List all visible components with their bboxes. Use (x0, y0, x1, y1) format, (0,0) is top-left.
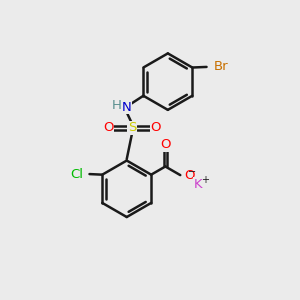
Text: N: N (121, 100, 131, 114)
Text: O: O (160, 138, 171, 151)
Text: K: K (194, 178, 203, 191)
Text: Cl: Cl (70, 168, 83, 181)
Text: Br: Br (214, 60, 228, 74)
Text: +: + (201, 176, 208, 185)
Text: O: O (151, 122, 161, 134)
Text: H: H (112, 99, 122, 112)
Text: O: O (184, 169, 194, 182)
Text: −: − (188, 167, 196, 176)
Text: S: S (128, 122, 136, 134)
Text: O: O (103, 122, 114, 134)
